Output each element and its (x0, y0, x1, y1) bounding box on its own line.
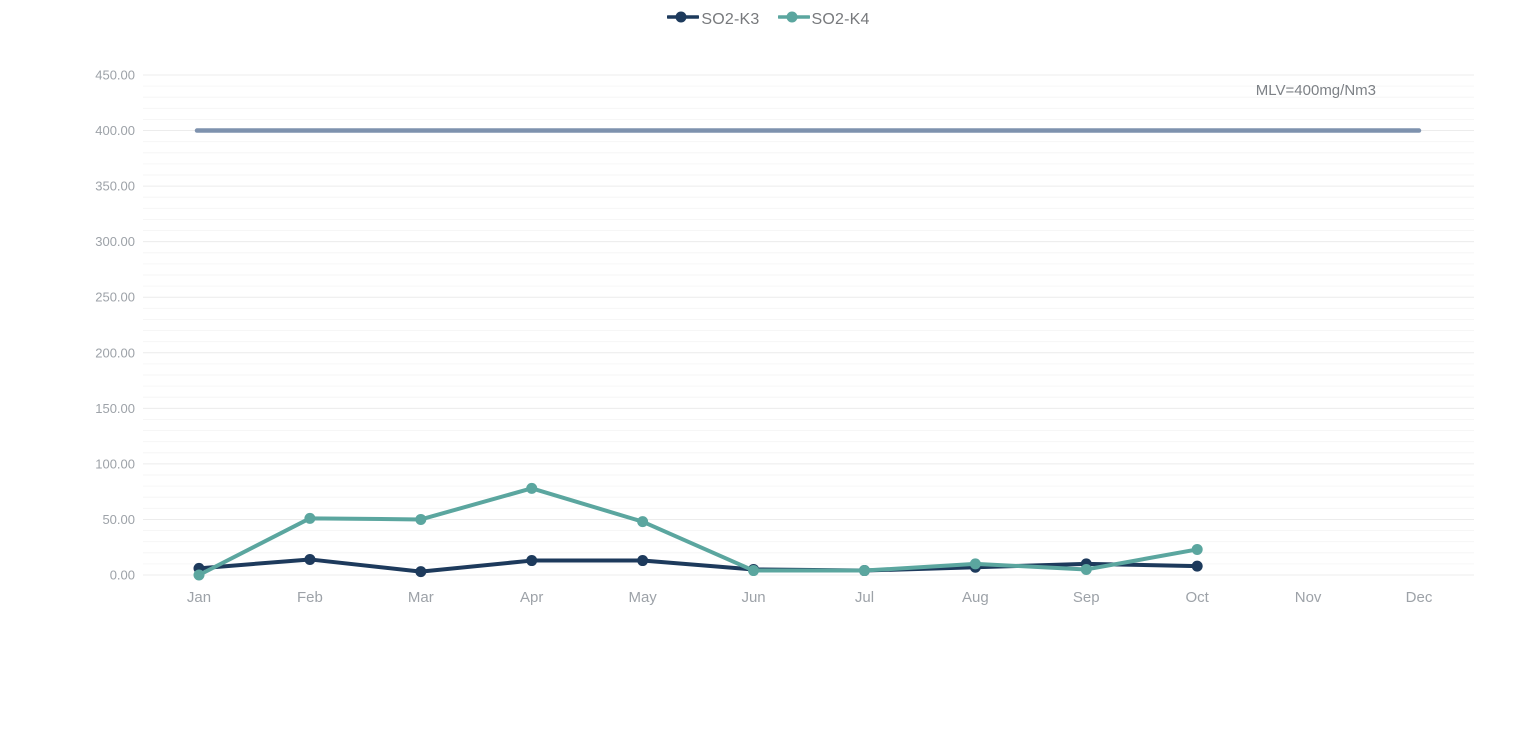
data-point-so2-k4-jun[interactable] (748, 565, 760, 577)
legend-label-so2-k4: SO2-K4 (811, 10, 870, 28)
data-point-so2-k4-may[interactable] (637, 516, 649, 528)
chart-legend: SO2-K3 SO2-K4 (0, 10, 1537, 29)
data-point-so2-k4-sep[interactable] (1080, 563, 1092, 575)
mlv-annotation-label: MLV=400mg/Nm3 (1256, 82, 1376, 99)
x-axis-month-label: Jul (855, 589, 874, 606)
data-point-so2-k3-feb[interactable] (304, 553, 316, 565)
x-axis-month-label: Jun (741, 589, 765, 606)
legend-marker-line-dot-icon (666, 10, 701, 29)
data-point-so2-k4-feb[interactable] (304, 512, 316, 524)
x-axis-month-label: Dec (1406, 589, 1433, 606)
x-axis-month-label: Mar (408, 589, 434, 606)
data-point-so2-k4-jan[interactable] (193, 569, 205, 581)
data-point-so2-k3-apr[interactable] (526, 555, 538, 567)
y-axis-tick-label: 350.00 (95, 179, 135, 194)
y-axis-tick-label: 50.00 (102, 512, 135, 527)
series-line-so2-k4 (197, 486, 1200, 577)
data-point-so2-k3-may[interactable] (637, 555, 649, 567)
data-point-so2-k4-oct[interactable] (1191, 543, 1203, 555)
legend-marker-line-dot-icon (776, 10, 811, 29)
x-axis-month-label: Aug (962, 589, 989, 606)
x-axis-month-label: May (628, 589, 657, 606)
legend-item-so2-k3[interactable]: SO2-K3 (666, 10, 760, 29)
data-point-so2-k3-mar[interactable] (415, 566, 427, 578)
y-axis-tick-label: 0.00 (110, 568, 135, 583)
data-point-so2-k4-aug[interactable] (969, 558, 981, 570)
x-axis-month-label: Apr (520, 589, 543, 606)
data-point-so2-k4-apr[interactable] (526, 482, 538, 494)
x-axis-month-label: Nov (1295, 589, 1322, 606)
data-point-so2-k4-jul[interactable] (858, 565, 870, 577)
legend-label-so2-k3: SO2-K3 (701, 10, 760, 28)
x-axis-month-label: Sep (1073, 589, 1100, 606)
x-axis-month-label: Feb (297, 589, 323, 606)
y-axis-tick-label: 100.00 (95, 456, 135, 471)
data-point-so2-k4-mar[interactable] (415, 513, 427, 525)
x-axis-month-label: Oct (1186, 589, 1210, 606)
y-axis-tick-label: 150.00 (95, 401, 135, 416)
y-axis-tick-label: 250.00 (95, 290, 135, 305)
y-axis-tick-label: 400.00 (95, 123, 135, 138)
x-axis-month-label: Jan (187, 589, 211, 606)
y-axis-tick-label: 450.00 (95, 68, 135, 83)
legend-item-so2-k4[interactable]: SO2-K4 (776, 10, 870, 29)
y-axis-tick-label: 300.00 (95, 234, 135, 249)
data-point-so2-k3-oct[interactable] (1191, 560, 1203, 572)
y-axis-tick-label: 200.00 (95, 345, 135, 360)
